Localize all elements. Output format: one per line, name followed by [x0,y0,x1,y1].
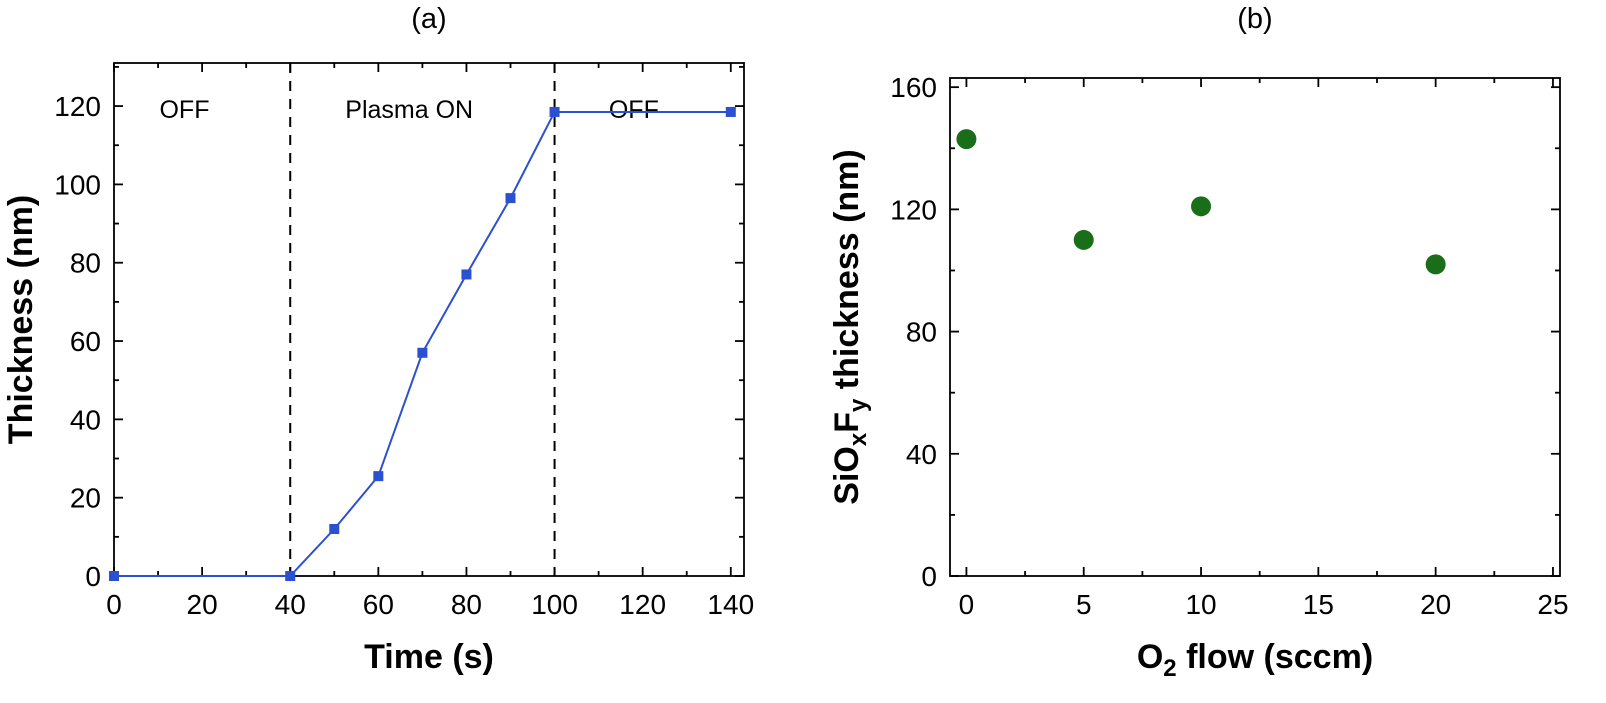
y-tick-label: 120 [890,194,937,225]
annotation-label: Plasma ON [345,96,473,124]
y-axis-label: Thickness (nm) [2,195,40,444]
data-point [285,571,296,581]
x-axis-label: Time (s) [364,638,494,676]
data-series [109,106,736,581]
x-tick-label: 40 [275,589,306,620]
x-tick-label: 5 [1076,589,1092,620]
annotation-label: OFF [609,96,659,124]
y-axis-label: SiOxFy thickness (nm) [828,149,872,504]
data-point [1425,254,1446,275]
y-tick-label: 40 [906,439,937,470]
y-tick-label: 160 [890,72,937,103]
plot-frame [949,77,1561,577]
x-tick-label: 15 [1303,589,1334,620]
y-tick-label: 80 [906,317,937,348]
data-point [329,524,340,535]
y-tick-label: 120 [54,91,101,122]
y-axis: 0 20 40 60 80 100 120 [54,66,744,592]
data-point [505,193,516,204]
data-point [109,571,119,581]
panel-a-title: (a) [411,3,447,35]
x-tick-label: 0 [106,589,122,620]
data-series [956,129,1446,275]
x-tick-label: 80 [451,589,482,620]
y-tick-label: 0 [921,561,937,592]
x-tick-label: 60 [363,589,394,620]
x-axis: 0 20 40 60 80 100 120 140 [106,63,754,620]
data-point [461,269,472,280]
chart-b-thickness-vs-o2-flow: 0 5 10 15 20 25 0 40 80 120 160 O2 flow (sccm) SiOxF… [828,72,1569,682]
annotation-label: OFF [159,96,209,124]
y-tick-label: 0 [85,561,101,592]
plasma-boundary-lines [289,63,556,576]
data-point [725,106,736,117]
x-tick-label: 100 [531,589,578,620]
x-tick-label: 140 [707,589,754,620]
data-point [549,106,560,117]
x-tick-label: 120 [619,589,666,620]
plot-frame [113,62,745,577]
y-tick-label: 100 [54,169,101,200]
chart-a-thickness-vs-time: 0 20 40 60 80 100 120 140 0 20 40 60 80 100 120 Time (s… [2,62,754,676]
x-tick-label: 25 [1537,589,1568,620]
x-axis-label: O2 flow (sccm) [1137,638,1373,682]
x-axis: 0 5 10 15 20 25 [959,78,1569,620]
data-point [417,347,428,358]
y-tick-label: 80 [70,248,101,279]
x-tick-label: 0 [959,589,975,620]
panel-b-title: (b) [1237,3,1273,35]
x-tick-label: 10 [1185,589,1216,620]
y-tick-label: 40 [70,404,101,435]
x-tick-label: 20 [1420,589,1451,620]
x-tick-label: 20 [187,589,218,620]
y-tick-label: 60 [70,326,101,357]
data-point [1073,229,1094,250]
y-axis: 0 40 80 120 160 [890,72,1560,592]
data-point [373,471,384,482]
data-point [1191,196,1212,217]
series-line [114,110,731,577]
y-tick-label: 20 [70,483,101,514]
data-point [956,129,977,150]
